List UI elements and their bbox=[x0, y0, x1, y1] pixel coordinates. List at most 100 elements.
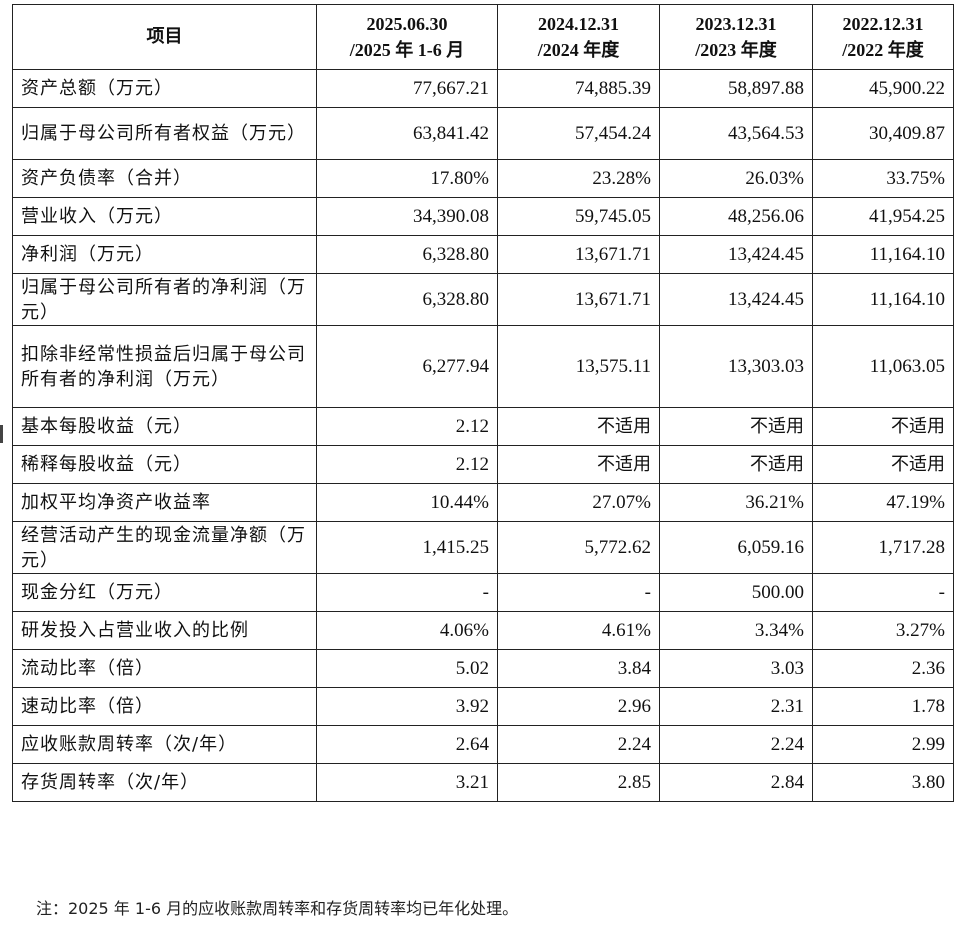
row-value-cell: 10.44% bbox=[316, 483, 498, 522]
row-value-cell: 2.85 bbox=[497, 763, 660, 802]
table-row: 研发投入占营业收入的比例 4.06% 4.61% 3.34% 3.27% bbox=[12, 611, 954, 650]
row-value-cell: 13,575.11 bbox=[497, 325, 660, 408]
row-item-label: 归属于母公司所有者权益（万元） bbox=[12, 107, 317, 160]
row-value-cell: 2.24 bbox=[659, 725, 813, 764]
row-value-cell: 27.07% bbox=[497, 483, 660, 522]
table-row: 应收账款周转率（次/年） 2.64 2.24 2.24 2.99 bbox=[12, 725, 954, 764]
row-value-cell: 不适用 bbox=[659, 407, 813, 446]
row-value-cell: 1,717.28 bbox=[812, 521, 954, 574]
header-item: 项目 bbox=[12, 4, 317, 70]
header-period-2-range: /2024 年度 bbox=[537, 40, 620, 60]
row-value-cell: - bbox=[497, 573, 660, 612]
row-value-cell: 2.96 bbox=[497, 687, 660, 726]
row-value-cell: 5,772.62 bbox=[497, 521, 660, 574]
row-value-cell: 不适用 bbox=[812, 407, 954, 446]
row-item-label: 基本每股收益（元） bbox=[12, 407, 317, 446]
header-period-1-date: 2025.06.30 bbox=[366, 14, 448, 34]
row-value-cell: 不适用 bbox=[659, 445, 813, 484]
header-period-3-date: 2023.12.31 bbox=[695, 14, 777, 34]
row-value-cell: 23.28% bbox=[497, 159, 660, 198]
row-value-cell: 34,390.08 bbox=[316, 197, 498, 236]
table-row: 流动比率（倍） 5.02 3.84 3.03 2.36 bbox=[12, 649, 954, 688]
row-value-cell: 3.21 bbox=[316, 763, 498, 802]
row-value-cell: 不适用 bbox=[812, 445, 954, 484]
row-value-cell: 3.03 bbox=[659, 649, 813, 688]
row-item-label: 研发投入占营业收入的比例 bbox=[12, 611, 317, 650]
row-value-cell: 不适用 bbox=[497, 407, 660, 446]
row-item-label: 现金分红（万元） bbox=[12, 573, 317, 612]
header-period-3: 2023.12.31 /2023 年度 bbox=[659, 4, 813, 70]
row-item-label: 扣除非经常性损益后归属于母公司所有者的净利润（万元） bbox=[12, 325, 317, 408]
row-value-cell: 5.02 bbox=[316, 649, 498, 688]
header-period-1-range: /2025 年 1-6 月 bbox=[349, 40, 465, 60]
table-row: 存货周转率（次/年） 3.21 2.85 2.84 3.80 bbox=[12, 763, 954, 802]
row-item-label: 流动比率（倍） bbox=[12, 649, 317, 688]
header-period-2: 2024.12.31 /2024 年度 bbox=[497, 4, 660, 70]
table-row: 加权平均净资产收益率 10.44% 27.07% 36.21% 47.19% bbox=[12, 483, 954, 522]
row-value-cell: 6,277.94 bbox=[316, 325, 498, 408]
header-period-3-range: /2023 年度 bbox=[695, 40, 777, 60]
row-value-cell: 2.64 bbox=[316, 725, 498, 764]
row-value-cell: 11,164.10 bbox=[812, 235, 954, 274]
row-value-cell: 2.24 bbox=[497, 725, 660, 764]
row-value-cell: 11,063.05 bbox=[812, 325, 954, 408]
header-period-1: 2025.06.30 /2025 年 1-6 月 bbox=[316, 4, 498, 70]
table-row: 稀释每股收益（元） 2.12 不适用 不适用 不适用 bbox=[12, 445, 954, 484]
row-item-label: 应收账款周转率（次/年） bbox=[12, 725, 317, 764]
header-period-2-date: 2024.12.31 bbox=[538, 14, 619, 34]
row-value-cell: 3.27% bbox=[812, 611, 954, 650]
row-value-cell: 74,885.39 bbox=[497, 69, 660, 108]
header-period-4-range: /2022 年度 bbox=[842, 40, 924, 60]
row-item-label: 存货周转率（次/年） bbox=[12, 763, 317, 802]
row-value-cell: 13,424.45 bbox=[659, 235, 813, 274]
row-value-cell: 1,415.25 bbox=[316, 521, 498, 574]
header-period-4-date: 2022.12.31 bbox=[842, 14, 924, 34]
table-row: 资产总额（万元） 77,667.21 74,885.39 58,897.88 45,90… bbox=[12, 69, 954, 108]
row-value-cell: 17.80% bbox=[316, 159, 498, 198]
table-footnote: 注：2025 年 1-6 月的应收账款周转率和存货周转率均已年化处理。 bbox=[36, 899, 519, 918]
row-value-cell: 59,745.05 bbox=[497, 197, 660, 236]
row-value-cell: 58,897.88 bbox=[659, 69, 813, 108]
header-row: 项目 2025.06.30 /2025 年 1-6 月 2024.12.31 /… bbox=[12, 4, 954, 70]
row-value-cell: 13,671.71 bbox=[497, 273, 660, 326]
row-value-cell: 6,328.80 bbox=[316, 235, 498, 274]
table-row: 营业收入（万元） 34,390.08 59,745.05 48,256.06 41,95… bbox=[12, 197, 954, 236]
row-value-cell: 6,059.16 bbox=[659, 521, 813, 574]
page-edge-mark bbox=[0, 425, 3, 443]
row-value-cell: - bbox=[812, 573, 954, 612]
row-item-label: 营业收入（万元） bbox=[12, 197, 317, 236]
row-value-cell: 77,667.21 bbox=[316, 69, 498, 108]
table-body: 资产总额（万元） 77,667.21 74,885.39 58,897.88 45,90… bbox=[12, 69, 954, 802]
table-row: 归属于母公司所有者的净利润（万元） 6,328.80 13,671.71 13,424… bbox=[12, 273, 954, 326]
row-value-cell: 2.31 bbox=[659, 687, 813, 726]
row-value-cell: 3.92 bbox=[316, 687, 498, 726]
table-row: 经营活动产生的现金流量净额（万元） 1,415.25 5,772.62 6,059.1… bbox=[12, 521, 954, 574]
header-item-label: 项目 bbox=[146, 26, 183, 47]
row-value-cell: 3.84 bbox=[497, 649, 660, 688]
row-value-cell: 不适用 bbox=[497, 445, 660, 484]
row-item-label: 资产负债率（合并） bbox=[12, 159, 317, 198]
row-value-cell: 6,328.80 bbox=[316, 273, 498, 326]
table-row: 速动比率（倍） 3.92 2.96 2.31 1.78 bbox=[12, 687, 954, 726]
row-value-cell: 2.12 bbox=[316, 407, 498, 446]
row-value-cell: 36.21% bbox=[659, 483, 813, 522]
table-row: 净利润（万元） 6,328.80 13,671.71 13,424.45 11,164.… bbox=[12, 235, 954, 274]
row-value-cell: 26.03% bbox=[659, 159, 813, 198]
row-value-cell: 43,564.53 bbox=[659, 107, 813, 160]
row-value-cell: 30,409.87 bbox=[812, 107, 954, 160]
financial-indicators-table: 项目 2025.06.30 /2025 年 1-6 月 2024.12.31 /… bbox=[12, 4, 954, 802]
table-row: 扣除非经常性损益后归属于母公司所有者的净利润（万元） 6,277.94 13,575… bbox=[12, 325, 954, 408]
row-value-cell: 2.12 bbox=[316, 445, 498, 484]
row-value-cell: 2.84 bbox=[659, 763, 813, 802]
row-value-cell: 57,454.24 bbox=[497, 107, 660, 160]
row-value-cell: 3.80 bbox=[812, 763, 954, 802]
row-value-cell: 13,424.45 bbox=[659, 273, 813, 326]
table-row: 现金分红（万元） - -500.00- bbox=[12, 573, 954, 612]
row-value-cell: 48,256.06 bbox=[659, 197, 813, 236]
row-item-label: 稀释每股收益（元） bbox=[12, 445, 317, 484]
header-period-4: 2022.12.31 /2022 年度 bbox=[812, 4, 954, 70]
row-value-cell: 13,671.71 bbox=[497, 235, 660, 274]
row-value-cell: 500.00 bbox=[659, 573, 813, 612]
row-value-cell: 13,303.03 bbox=[659, 325, 813, 408]
row-value-cell: 11,164.10 bbox=[812, 273, 954, 326]
